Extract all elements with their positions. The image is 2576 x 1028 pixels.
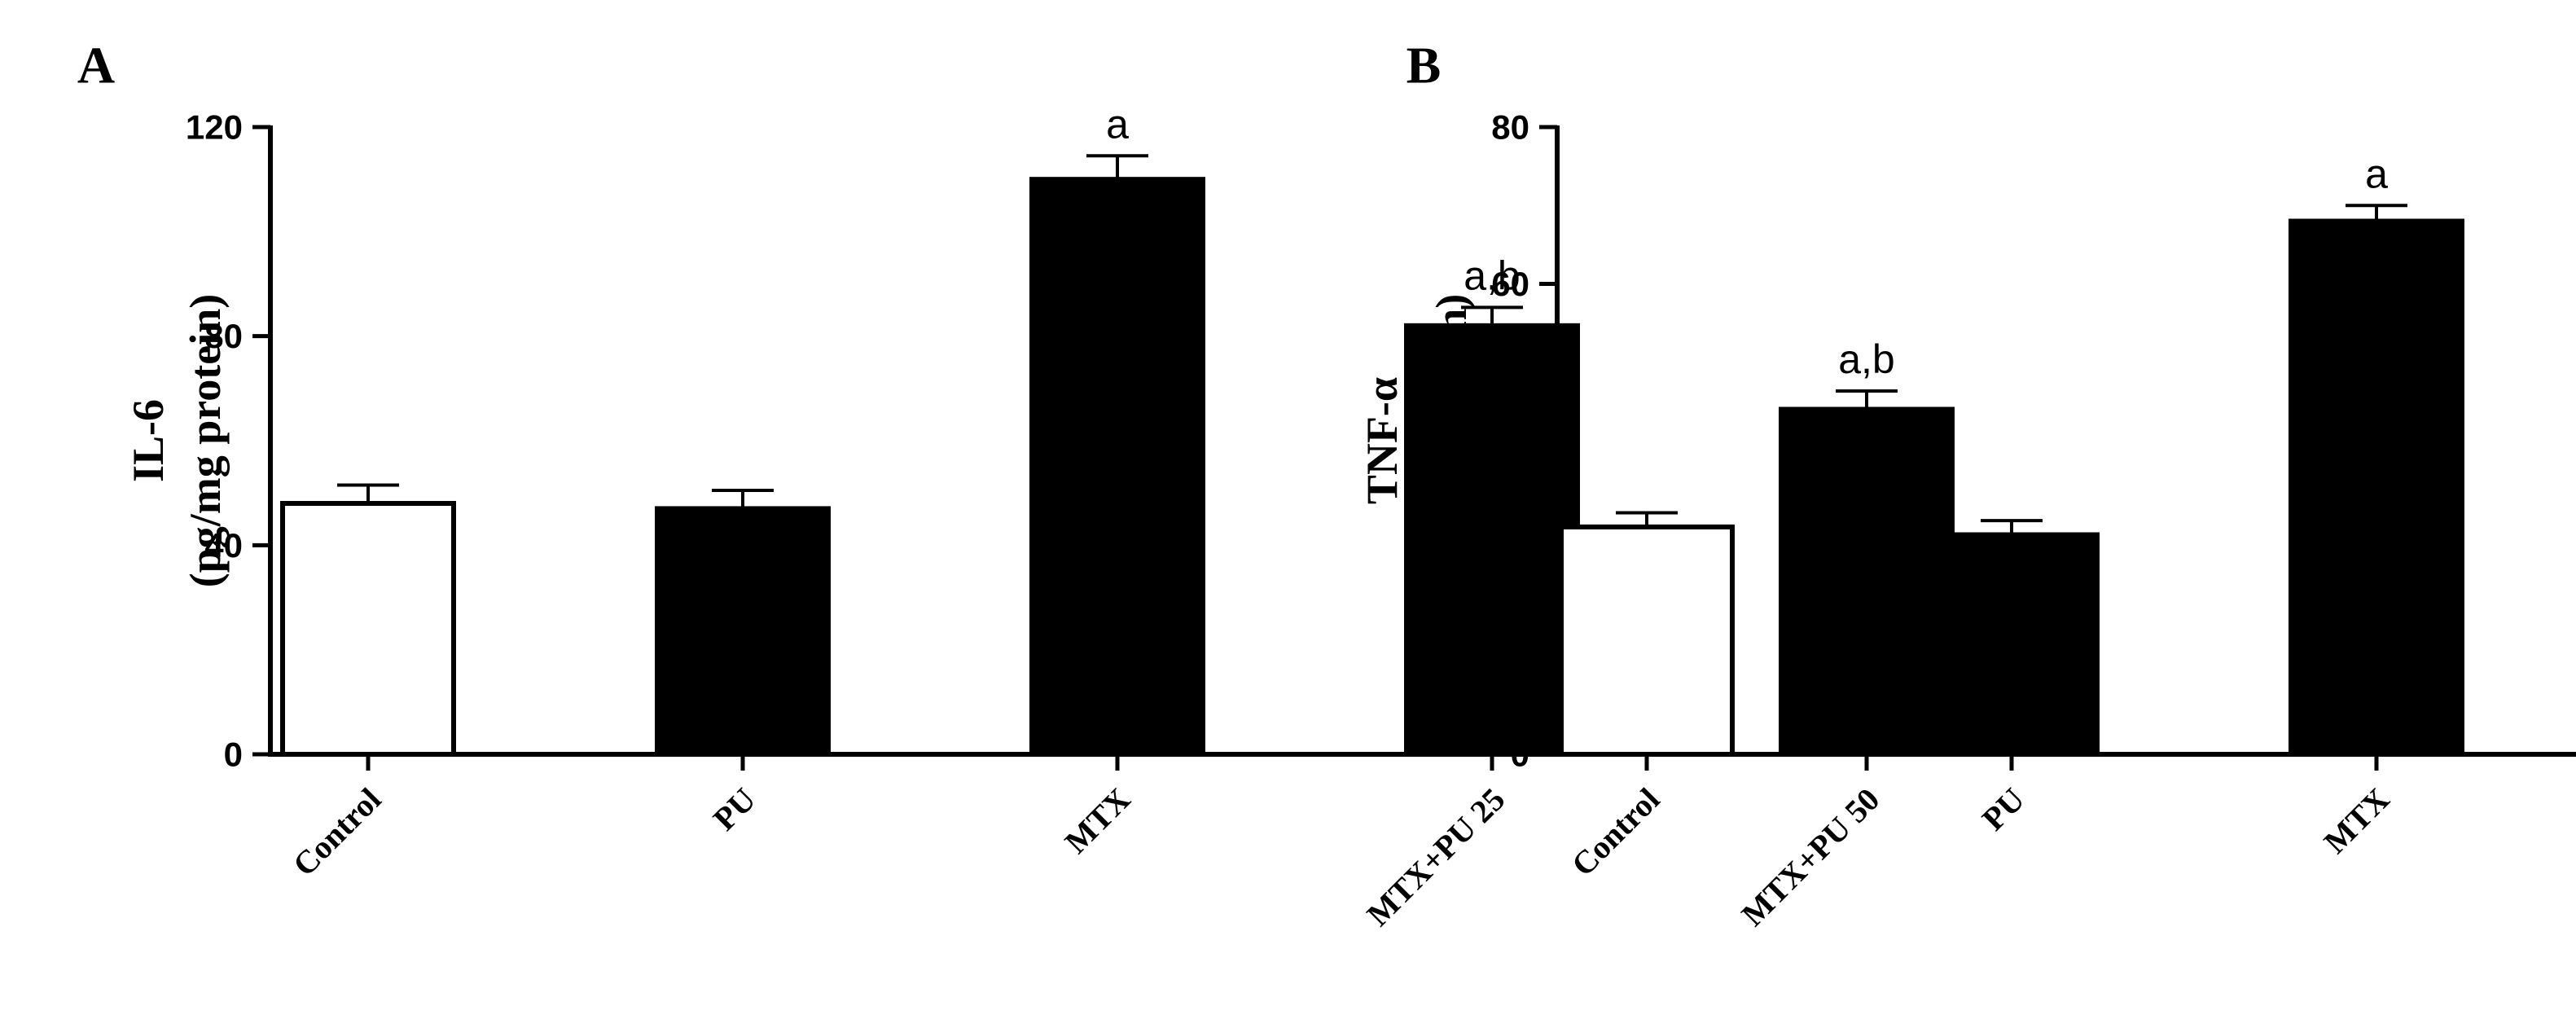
y-tick-label: 0 [224, 736, 243, 774]
significance-label: a,b [1838, 336, 1895, 382]
y-tick-label: 40 [1491, 422, 1529, 460]
y-tick-label: 120 [186, 108, 243, 147]
bar-control [280, 501, 456, 757]
x-tick-label: MTX+PU 50 [1734, 781, 1886, 934]
x-tick-label: PU [706, 781, 763, 838]
y-tick-label: 80 [204, 317, 243, 355]
y-axis-label: IL-6 [124, 399, 173, 482]
panel-letter: A [77, 37, 115, 94]
bar-control [1559, 524, 1735, 757]
x-tick-label: MTX+PU 25 [1359, 781, 1512, 934]
bar-pu [1924, 532, 2100, 757]
y-axis-label: TNF-α [1358, 377, 1406, 504]
y-tick-label: 40 [204, 526, 243, 565]
y-tick-label: 60 [1491, 265, 1529, 303]
bar-mtx-pu-25 [1404, 323, 1580, 758]
x-tick-label: Control [1564, 781, 1667, 884]
panel-letter: B [1406, 37, 1442, 94]
x-tick-label: MTX [2317, 780, 2397, 860]
y-axis-unit-label: (pg/mg protein) [1427, 294, 1476, 588]
y-tick-label: 0 [1511, 736, 1529, 774]
x-tick-label: MTX [1058, 780, 1138, 860]
x-tick-label: PU [1975, 781, 2032, 838]
significance-label: a [2365, 151, 2388, 196]
bar-mtx [1029, 177, 1205, 757]
bar-pu [655, 506, 831, 758]
significance-label: a,b [1464, 253, 1521, 298]
bar-mtx [2289, 218, 2464, 757]
y-axis-unit-label: (pg/mg protein) [181, 294, 230, 588]
significance-label: a [1106, 101, 1129, 147]
y-tick-label: 80 [1491, 108, 1529, 147]
x-tick-label: Control [286, 781, 388, 884]
y-tick-label: 20 [1491, 578, 1529, 617]
